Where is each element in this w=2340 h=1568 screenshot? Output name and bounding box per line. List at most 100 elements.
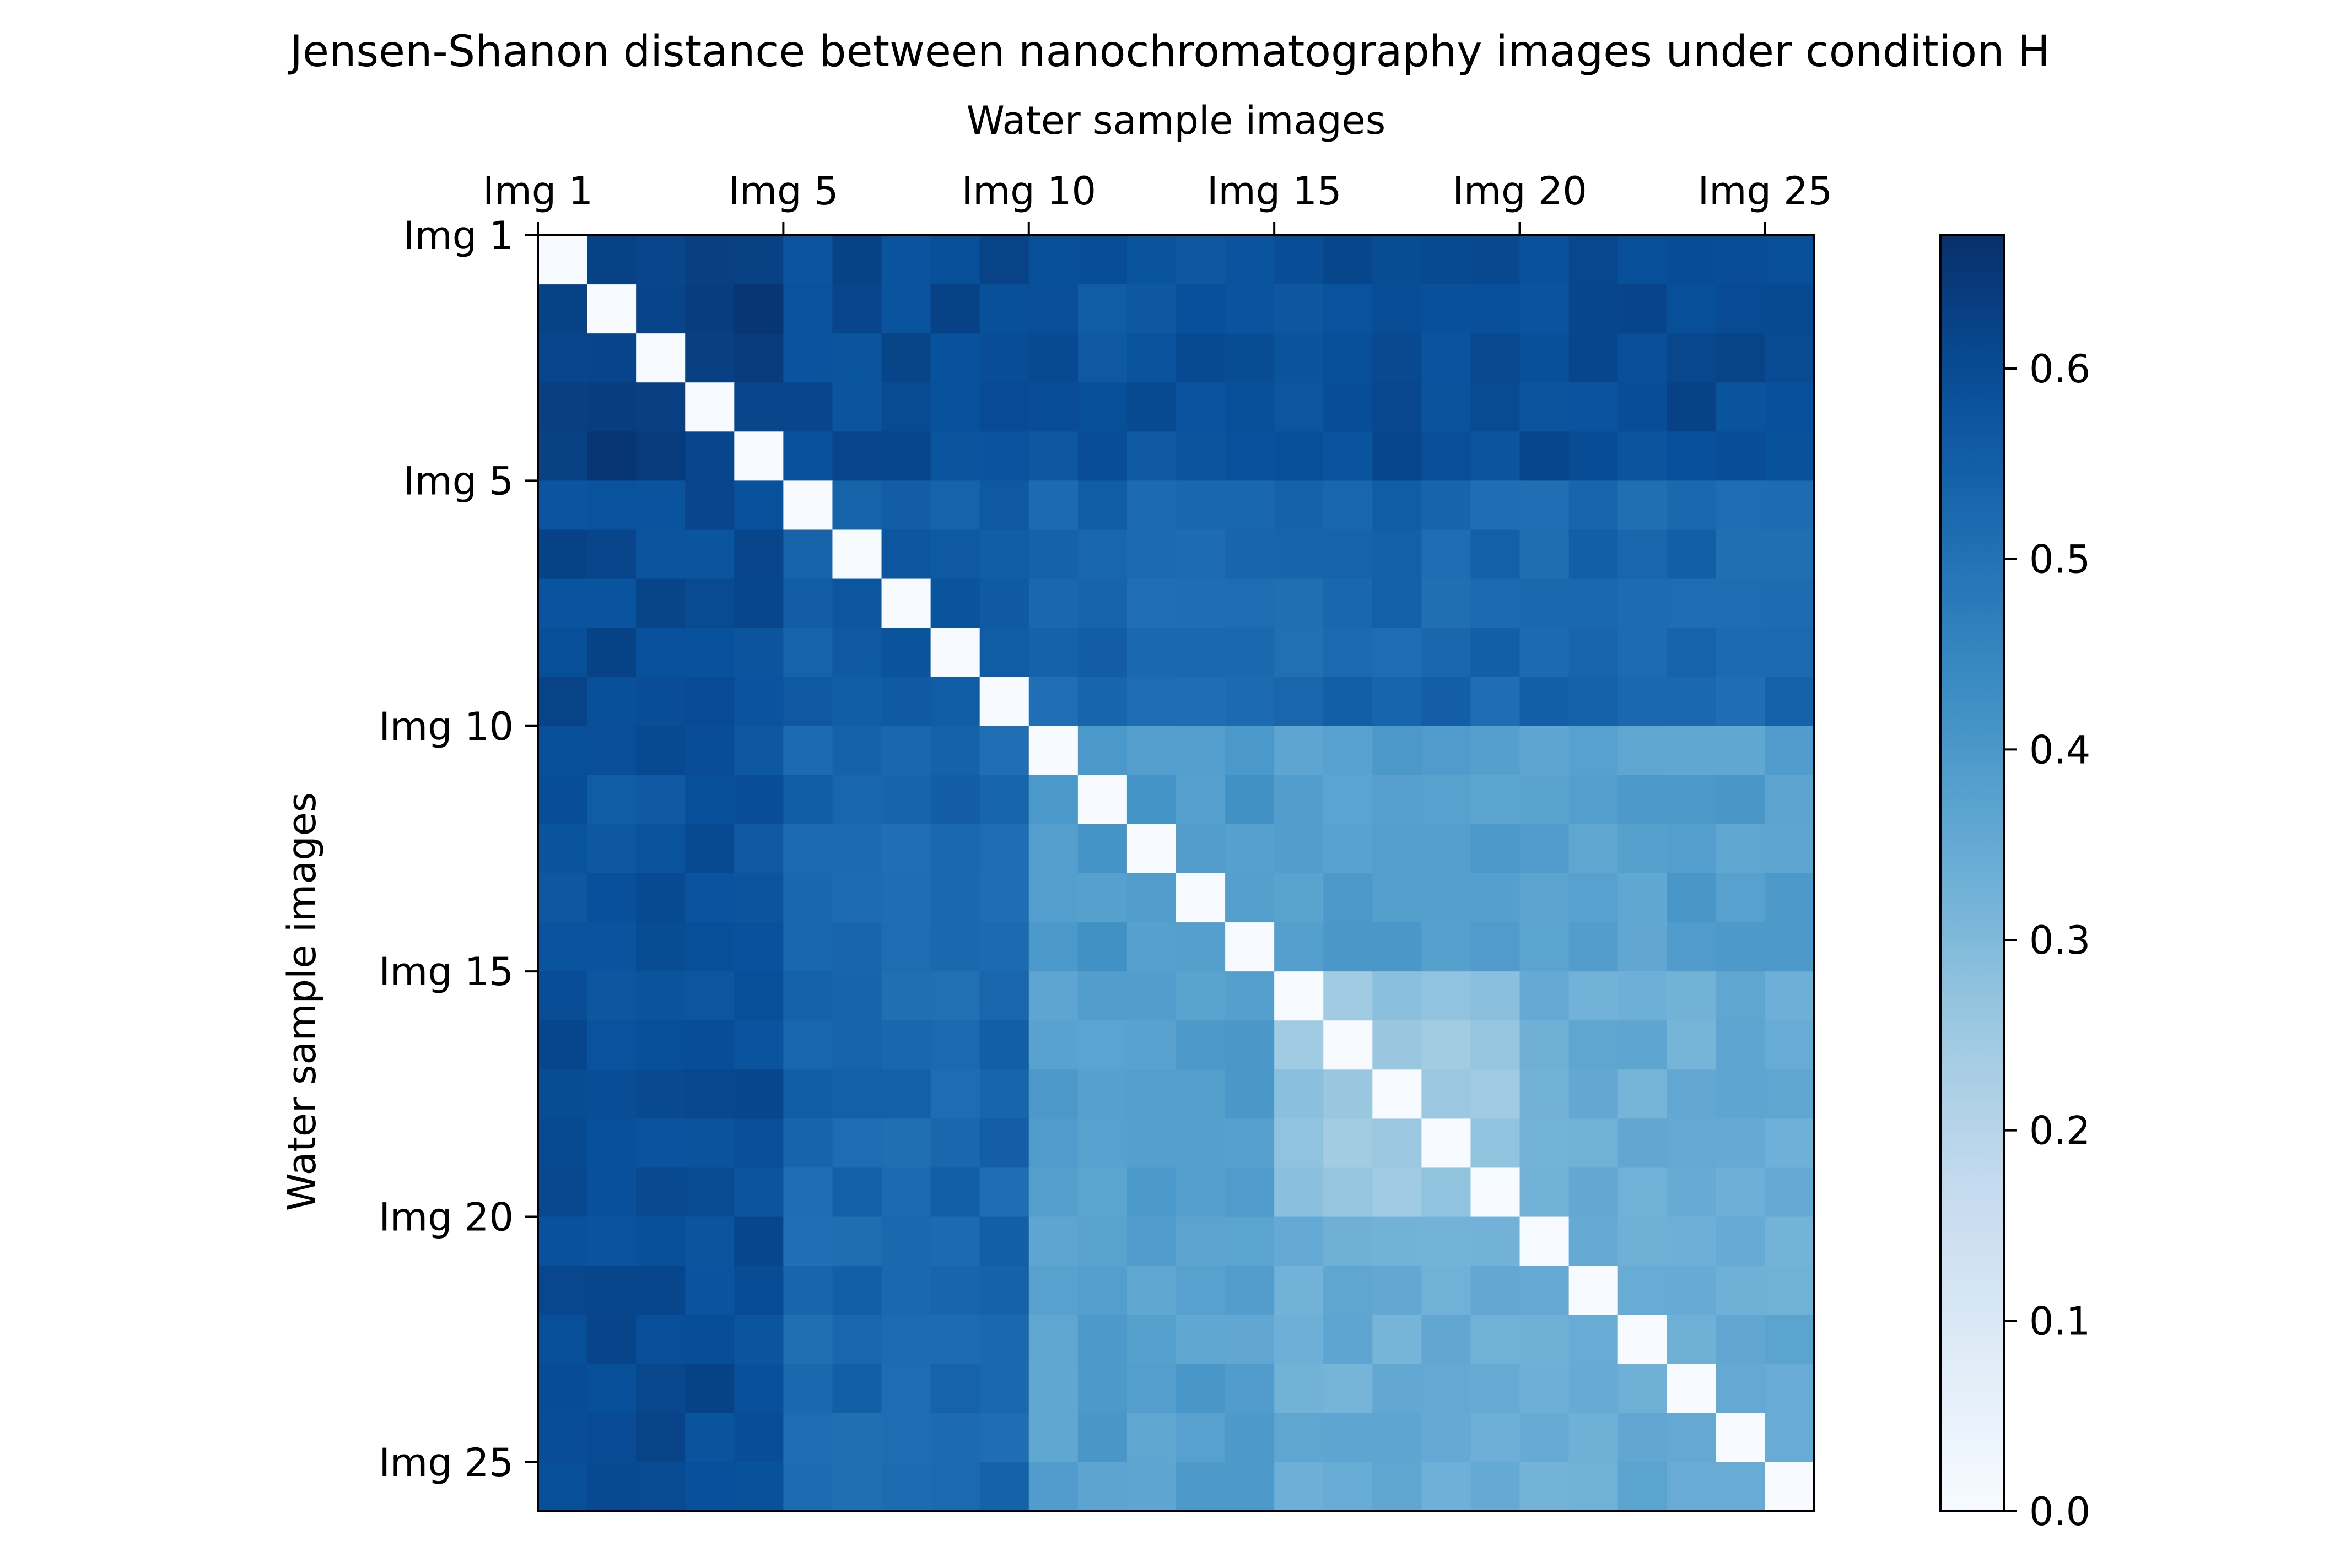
colorbar-tick-label: 0.0 <box>2029 1489 2090 1534</box>
heatmap-cell <box>1519 578 1570 629</box>
heatmap-cell <box>1323 1266 1373 1316</box>
heatmap-cell <box>1667 1266 1717 1316</box>
heatmap-cell <box>930 235 980 285</box>
heatmap-cell <box>832 1315 882 1365</box>
heatmap-cell <box>1274 677 1324 727</box>
heatmap-cell <box>587 1167 637 1218</box>
heatmap-cell <box>636 971 686 1021</box>
heatmap-cell <box>734 1315 784 1365</box>
colorbar-tick-label: 0.4 <box>2029 727 2090 772</box>
chart-title: Jensen-Shanon distance between nanochrom… <box>287 27 2050 77</box>
heatmap-cell <box>1077 726 1128 776</box>
heatmap-cell <box>734 775 784 825</box>
heatmap-cell <box>1274 726 1324 776</box>
heatmap-cell <box>979 971 1029 1021</box>
heatmap-cell <box>1372 382 1422 432</box>
heatmap-cell <box>1077 971 1128 1021</box>
heatmap-cell <box>930 1315 980 1365</box>
heatmap-cell <box>1470 1413 1521 1463</box>
heatmap-cell <box>881 1364 931 1414</box>
heatmap-cell <box>930 1364 980 1414</box>
heatmap-cell <box>1617 1315 1668 1365</box>
heatmap-cell <box>1225 873 1275 923</box>
x-tick-label: Img 20 <box>1452 169 1587 214</box>
heatmap-cell <box>538 1216 587 1267</box>
heatmap-cell <box>1617 1216 1668 1267</box>
heatmap-cell <box>1421 628 1471 678</box>
heatmap-cell <box>1323 431 1373 482</box>
heatmap-cell <box>734 1069 784 1120</box>
heatmap-cell <box>1126 775 1177 825</box>
heatmap-cell <box>1225 824 1275 874</box>
heatmap-cell <box>587 1020 637 1070</box>
heatmap-cell <box>1716 235 1766 285</box>
heatmap-cell <box>1568 1167 1619 1218</box>
heatmap-cell <box>1568 529 1619 580</box>
heatmap-cell <box>1323 529 1373 580</box>
heatmap-cell <box>587 480 637 531</box>
x-tick-label: Img 1 <box>483 169 593 214</box>
heatmap-cell <box>979 1167 1029 1218</box>
colorbar <box>1939 234 2005 1512</box>
heatmap-cell <box>1667 1020 1717 1070</box>
heatmap-cell <box>1372 1020 1422 1070</box>
heatmap-cell <box>1323 578 1373 629</box>
heatmap-cell <box>1274 578 1324 629</box>
heatmap-cell <box>1667 578 1717 629</box>
heatmap-cell <box>1028 1266 1079 1316</box>
heatmap-cell <box>1421 1462 1471 1512</box>
heatmap-cell <box>1617 628 1668 678</box>
heatmap-cell <box>1667 1315 1717 1365</box>
heatmap-cell <box>538 1167 587 1218</box>
heatmap-cell <box>1765 726 1815 776</box>
heatmap-cell <box>979 431 1029 482</box>
heatmap-cell <box>1568 1069 1619 1120</box>
heatmap-cell <box>1519 1266 1570 1316</box>
heatmap-cell <box>1421 1364 1471 1414</box>
heatmap-cell <box>979 235 1029 285</box>
heatmap-cell <box>832 1413 882 1463</box>
heatmap-cell <box>1617 1167 1668 1218</box>
heatmap-cell <box>1126 431 1177 482</box>
heatmap-cell <box>685 1118 735 1169</box>
heatmap-cell <box>1568 578 1619 629</box>
heatmap-cell <box>685 480 735 531</box>
heatmap-cell <box>930 726 980 776</box>
heatmap-cell <box>1421 1315 1471 1365</box>
heatmap-cell <box>1617 1364 1668 1414</box>
heatmap-cell <box>930 578 980 629</box>
heatmap-cell <box>1716 529 1766 580</box>
heatmap-cell <box>1225 480 1275 531</box>
heatmap-cell <box>1225 431 1275 482</box>
heatmap-cell <box>930 1069 980 1120</box>
heatmap-cell <box>636 1266 686 1316</box>
heatmap-cell <box>1519 1315 1570 1365</box>
heatmap-cell <box>1126 1413 1177 1463</box>
heatmap-cell <box>1077 1118 1128 1169</box>
heatmap-cell <box>538 1069 587 1120</box>
heatmap-cell <box>1225 284 1275 334</box>
heatmap-cell <box>1765 1118 1815 1169</box>
heatmap-cell <box>636 922 686 972</box>
heatmap-cell <box>1568 431 1619 482</box>
heatmap-cell <box>538 922 587 972</box>
heatmap-cell <box>1667 1364 1717 1414</box>
heatmap-cell <box>1470 529 1521 580</box>
heatmap-cell <box>1323 677 1373 727</box>
heatmap-cell <box>587 1216 637 1267</box>
heatmap-cell <box>538 529 587 580</box>
heatmap-cell <box>1421 382 1471 432</box>
heatmap-cell <box>783 1167 833 1218</box>
heatmap-cell <box>1126 1216 1177 1267</box>
heatmap-cell <box>1470 1266 1521 1316</box>
heatmap-cell <box>1617 578 1668 629</box>
heatmap-cell <box>832 235 882 285</box>
heatmap-cell <box>1617 1118 1668 1169</box>
heatmap-cell <box>1126 726 1177 776</box>
heatmap-cell <box>1519 333 1570 383</box>
heatmap-cell <box>1225 382 1275 432</box>
heatmap-cell <box>1126 480 1177 531</box>
heatmap-cell <box>1421 1413 1471 1463</box>
heatmap-cell <box>783 1216 833 1267</box>
heatmap-cell <box>1667 873 1717 923</box>
